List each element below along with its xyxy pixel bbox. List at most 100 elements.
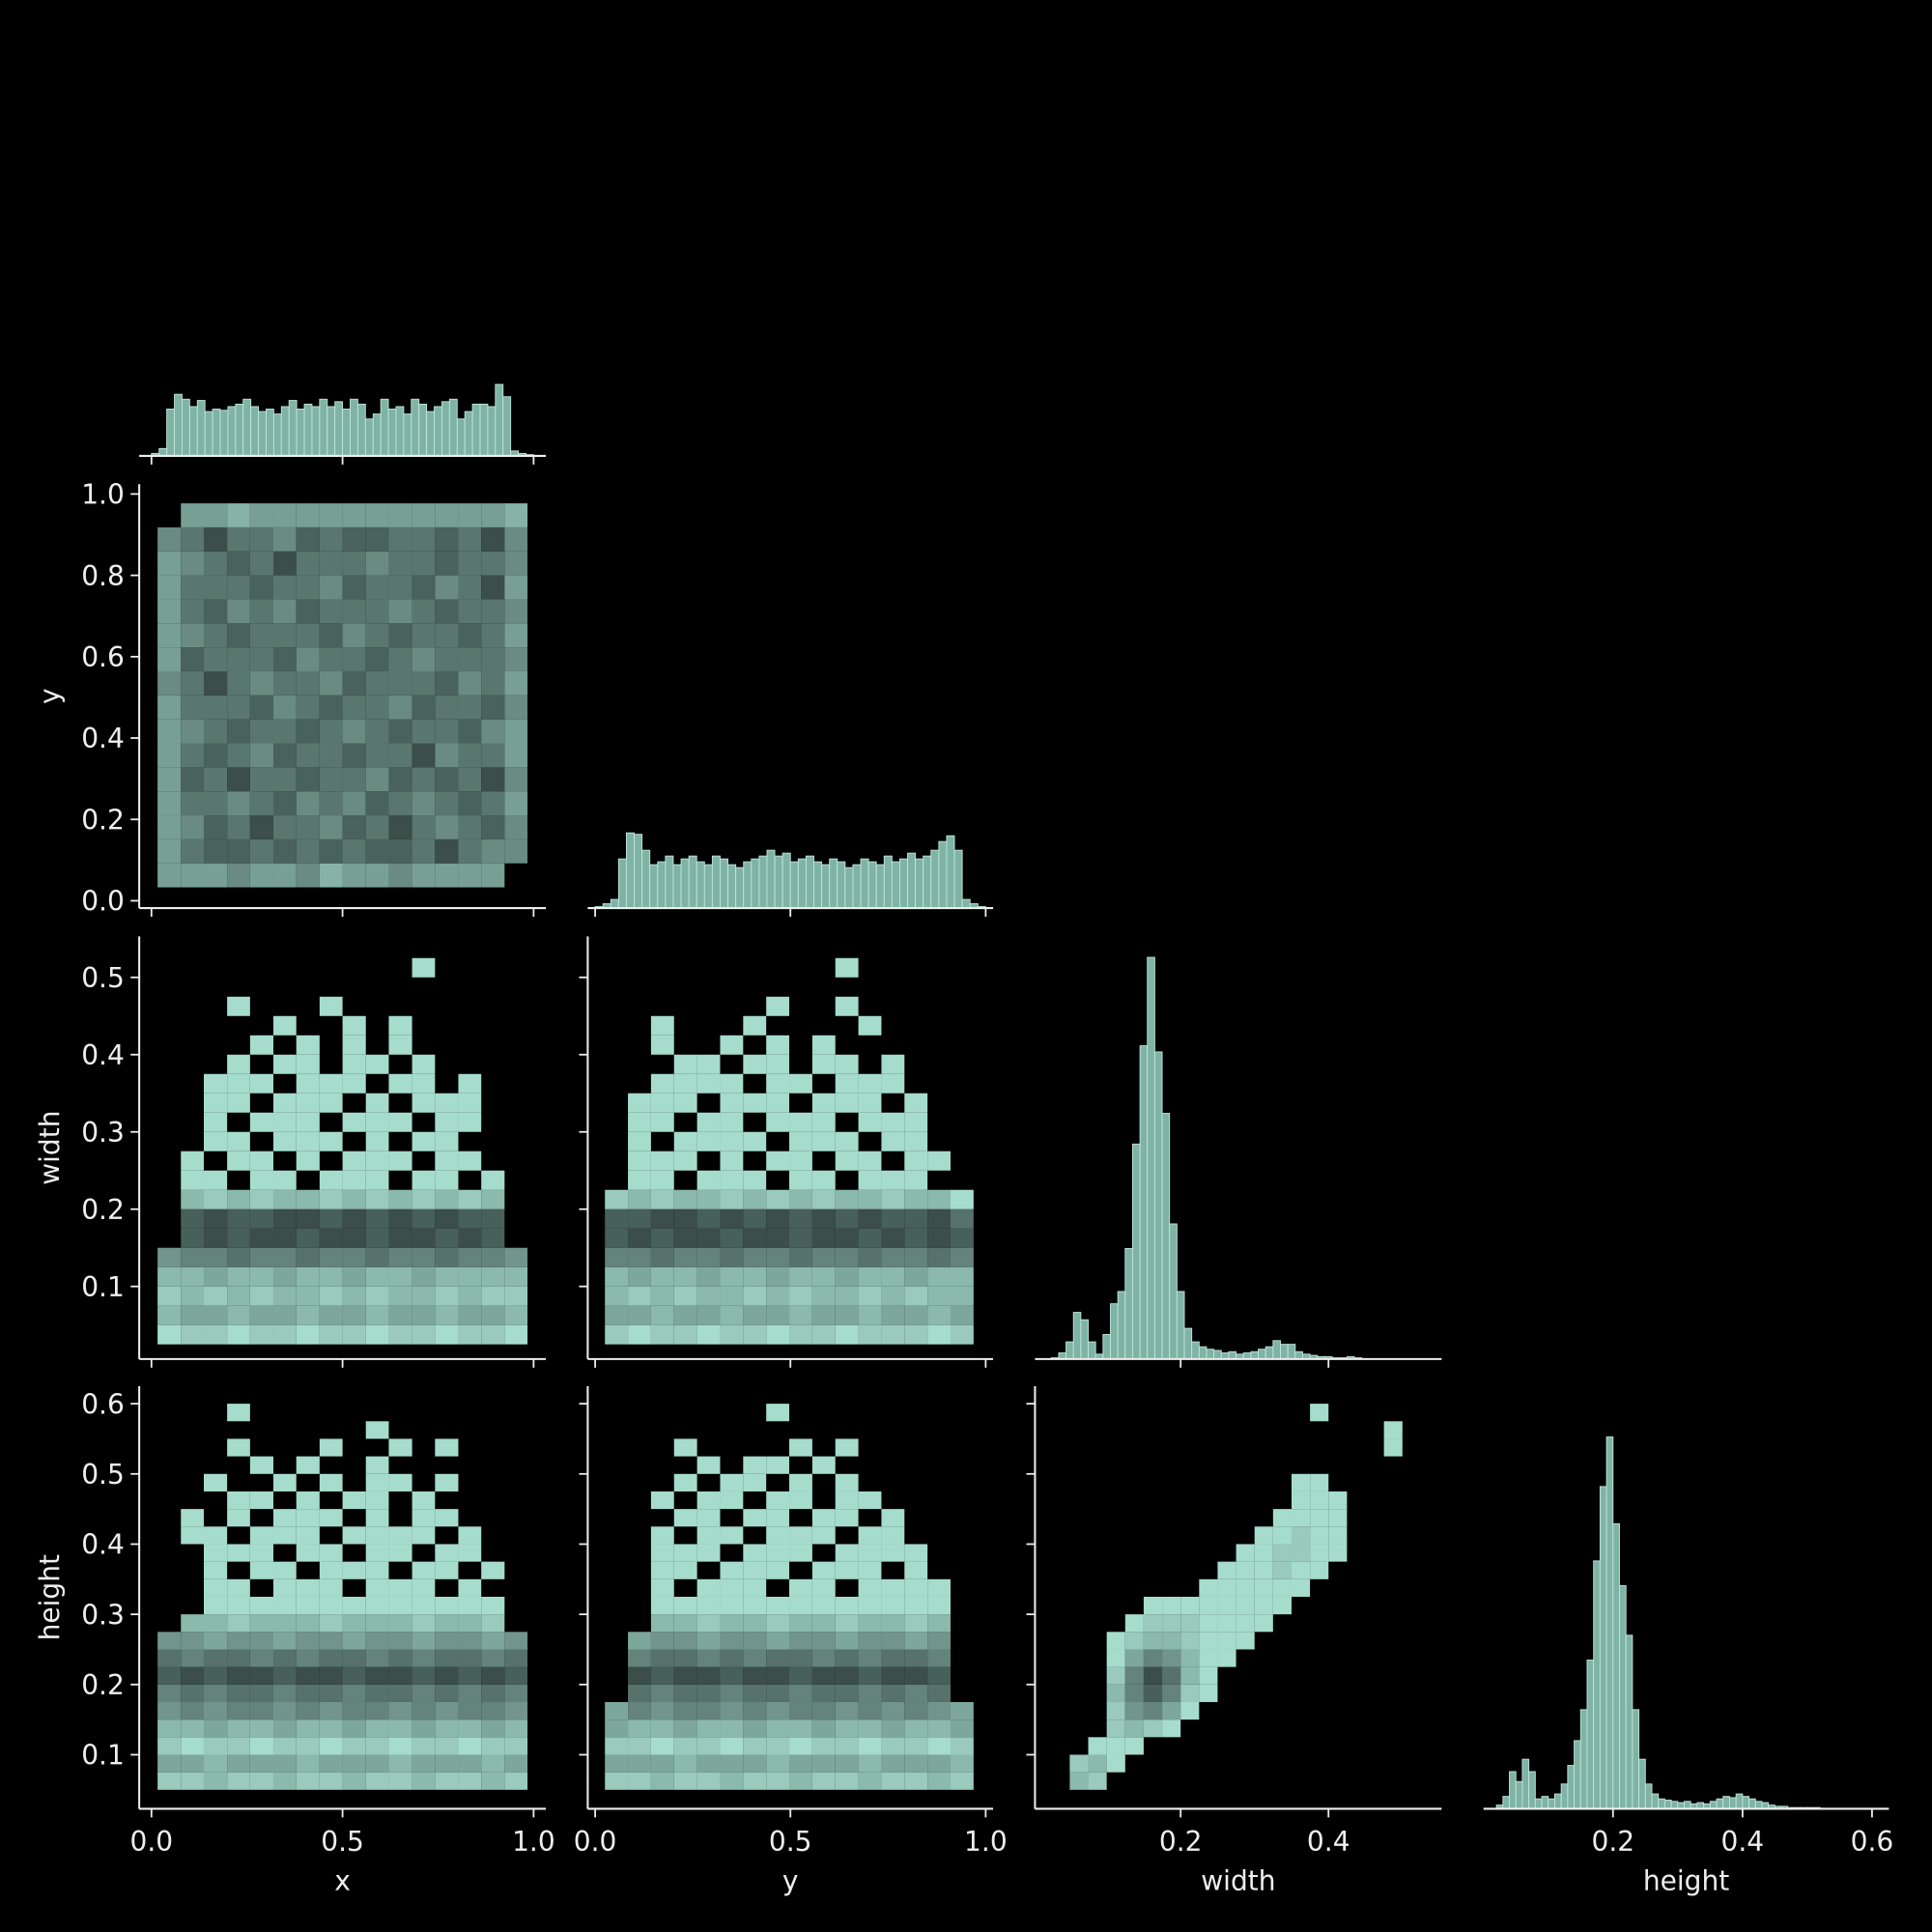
heatmap-cell [811, 1324, 836, 1345]
heatmap-cell [296, 1247, 320, 1267]
heatmap-cell [673, 1151, 697, 1171]
heatmap-cell [904, 1596, 928, 1615]
heatmap-cell [811, 1509, 836, 1527]
heatmap-cell [458, 1305, 482, 1325]
heatmap-cell [435, 1684, 459, 1702]
heatmap-cell [904, 1266, 928, 1287]
heatmap-cell [504, 838, 528, 864]
heatmap-cell [181, 1666, 204, 1685]
heatmap-cell [696, 1456, 721, 1474]
heatmap-cell [1180, 1649, 1200, 1667]
bar [610, 898, 619, 909]
heatmap-cell [904, 1228, 928, 1248]
heatmap-cell [365, 767, 389, 792]
heatmap-cell [835, 1509, 859, 1527]
heatmap-cell [696, 1526, 721, 1545]
heatmap-cell [1180, 1596, 1200, 1615]
heatmap-cell [272, 1093, 297, 1113]
heatmap-cell [720, 1189, 744, 1209]
heatmap-cell [412, 1632, 436, 1650]
heatmap-cell [858, 1526, 882, 1545]
bar [727, 864, 737, 909]
bar [471, 403, 481, 457]
heatmap-cell [181, 791, 204, 816]
heatmap-cell [881, 1614, 905, 1633]
heatmap-cell [388, 647, 412, 671]
heatmap-cell [435, 503, 459, 527]
bar [204, 411, 213, 457]
heatmap-cell [296, 623, 320, 648]
heatmap-cell [388, 838, 412, 864]
heatmap-cell [181, 623, 204, 648]
heatmap-cell [365, 695, 389, 720]
heatmap-cell [504, 575, 528, 600]
heatmap-cell [249, 1324, 273, 1345]
heatmap-cell [789, 1170, 812, 1190]
heatmap-cell [1106, 1719, 1125, 1738]
heatmap-cell [650, 1649, 674, 1667]
bar [1663, 1800, 1672, 1809]
heatmap-cell [1106, 1684, 1125, 1702]
heatmap-cell [227, 647, 250, 671]
heatmap-cell [1124, 1649, 1144, 1667]
heatmap-cell [835, 1737, 859, 1755]
heatmap-cell [720, 1073, 744, 1094]
heatmap-cell [227, 863, 250, 888]
heatmap-cell [157, 767, 182, 792]
heatmap-cell [743, 1228, 767, 1248]
heatmap-cell [227, 1666, 250, 1685]
heatmap-cell [388, 1772, 412, 1790]
heatmap-cell [1106, 1737, 1125, 1755]
heatmap-cell [412, 1054, 436, 1074]
bar [774, 855, 783, 909]
heatmap-cell [227, 1208, 250, 1229]
heatmap-cell [388, 743, 412, 768]
bar [288, 400, 298, 457]
bar [1541, 1796, 1549, 1809]
heatmap-cell [811, 1035, 836, 1055]
heatmap-cell [181, 551, 204, 576]
heatmap-cell [789, 1305, 812, 1325]
heatmap-cell [1180, 1614, 1200, 1633]
heatmap-cell [319, 1578, 343, 1597]
heatmap-cell [342, 503, 366, 527]
heatmap-cell [673, 1208, 697, 1229]
y-tick-label: 0.8 [81, 560, 125, 592]
heatmap-cell [858, 1093, 882, 1113]
heatmap-cell [811, 1578, 836, 1597]
heatmap-cell [766, 1596, 790, 1615]
heatmap-cell [365, 719, 389, 744]
heatmap-cell [628, 1266, 651, 1287]
heatmap-cell [157, 1649, 182, 1667]
bar [1644, 1783, 1653, 1809]
heatmap-cell [504, 1737, 528, 1755]
heatmap-cell [365, 575, 389, 600]
y-tick-label: 0.6 [81, 1388, 125, 1420]
heatmap-cell [673, 1093, 697, 1113]
heatmap-cell [504, 767, 528, 792]
heatmap-cell [481, 551, 505, 576]
heatmap-cell [388, 719, 412, 744]
heatmap-cell [203, 575, 228, 600]
bar [837, 861, 846, 909]
heatmap-cell [458, 1151, 482, 1171]
bar [1612, 1522, 1620, 1809]
heatmap-cell [412, 575, 436, 600]
heatmap-cell [504, 503, 528, 527]
heatmap-cell [272, 791, 297, 816]
heatmap-cell [789, 1151, 812, 1171]
heatmap-cell [650, 1305, 674, 1325]
heatmap-cell [950, 1701, 974, 1720]
heatmap-cell [789, 1438, 812, 1457]
heatmap-cell [365, 1772, 389, 1790]
heatmap-cell [342, 743, 366, 768]
heatmap-cell [319, 1701, 343, 1720]
heatmap-cell [696, 1286, 721, 1306]
heatmap-cell [157, 551, 182, 576]
heatmap-cell [858, 1266, 882, 1287]
heatmap-cell [319, 1666, 343, 1685]
heatmap-cell [858, 1772, 882, 1790]
bar [356, 403, 366, 457]
heatmap-cell [673, 1684, 697, 1702]
heatmap-cell [927, 1228, 951, 1248]
